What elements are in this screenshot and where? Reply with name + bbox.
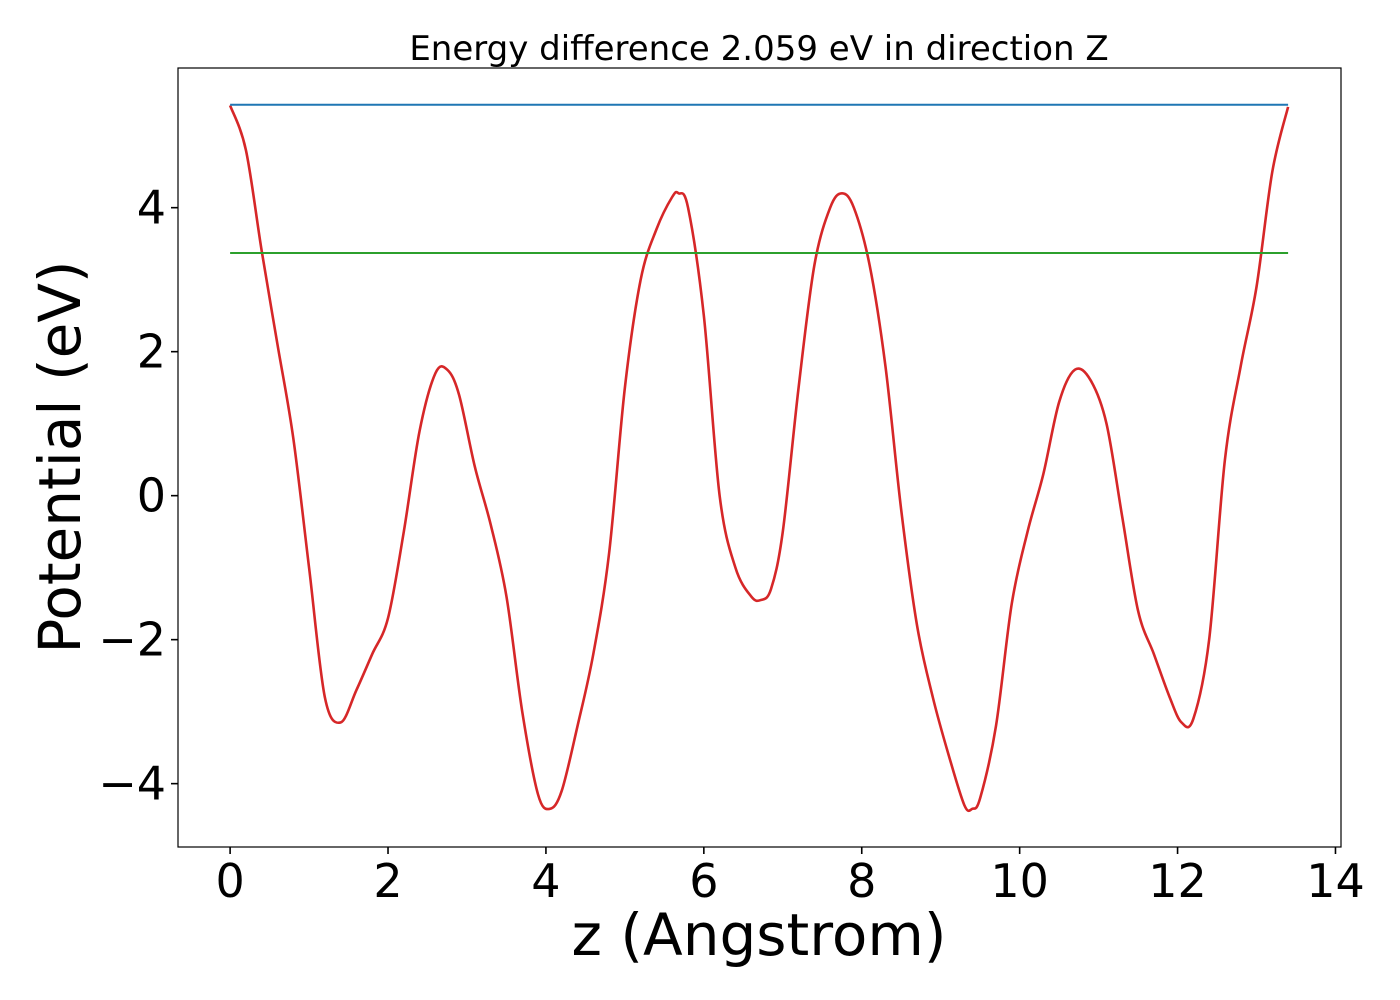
y-tick-label: −4	[98, 757, 166, 811]
y-tick-label: −2	[98, 613, 166, 667]
y-axis-label: Potential (eV)	[26, 260, 94, 653]
x-tick-label: 4	[531, 854, 560, 908]
plot-frame	[177, 67, 1342, 848]
x-tick-label: 12	[1148, 854, 1207, 908]
y-tick-label: 2	[137, 325, 166, 379]
x-tick-label: 2	[373, 854, 402, 908]
x-axis: 0 2 4 6 8 10 12 14	[215, 847, 1365, 908]
y-tick-label: 4	[137, 181, 166, 235]
chart-title: Energy difference 2.059 eV in direction …	[409, 29, 1108, 69]
y-tick-label: 0	[137, 469, 166, 523]
x-tick-label: 6	[689, 854, 718, 908]
potential-line	[228, 104, 1290, 813]
x-tick-label: 0	[215, 854, 244, 908]
series-layer	[228, 103, 1290, 813]
x-axis-label: z (Angstrom)	[572, 901, 947, 969]
x-tick-label: 8	[847, 854, 876, 908]
y-axis: −4 −2 0 2 4	[98, 181, 178, 811]
x-tick-label: 10	[990, 854, 1049, 908]
x-tick-label: 14	[1306, 854, 1365, 908]
